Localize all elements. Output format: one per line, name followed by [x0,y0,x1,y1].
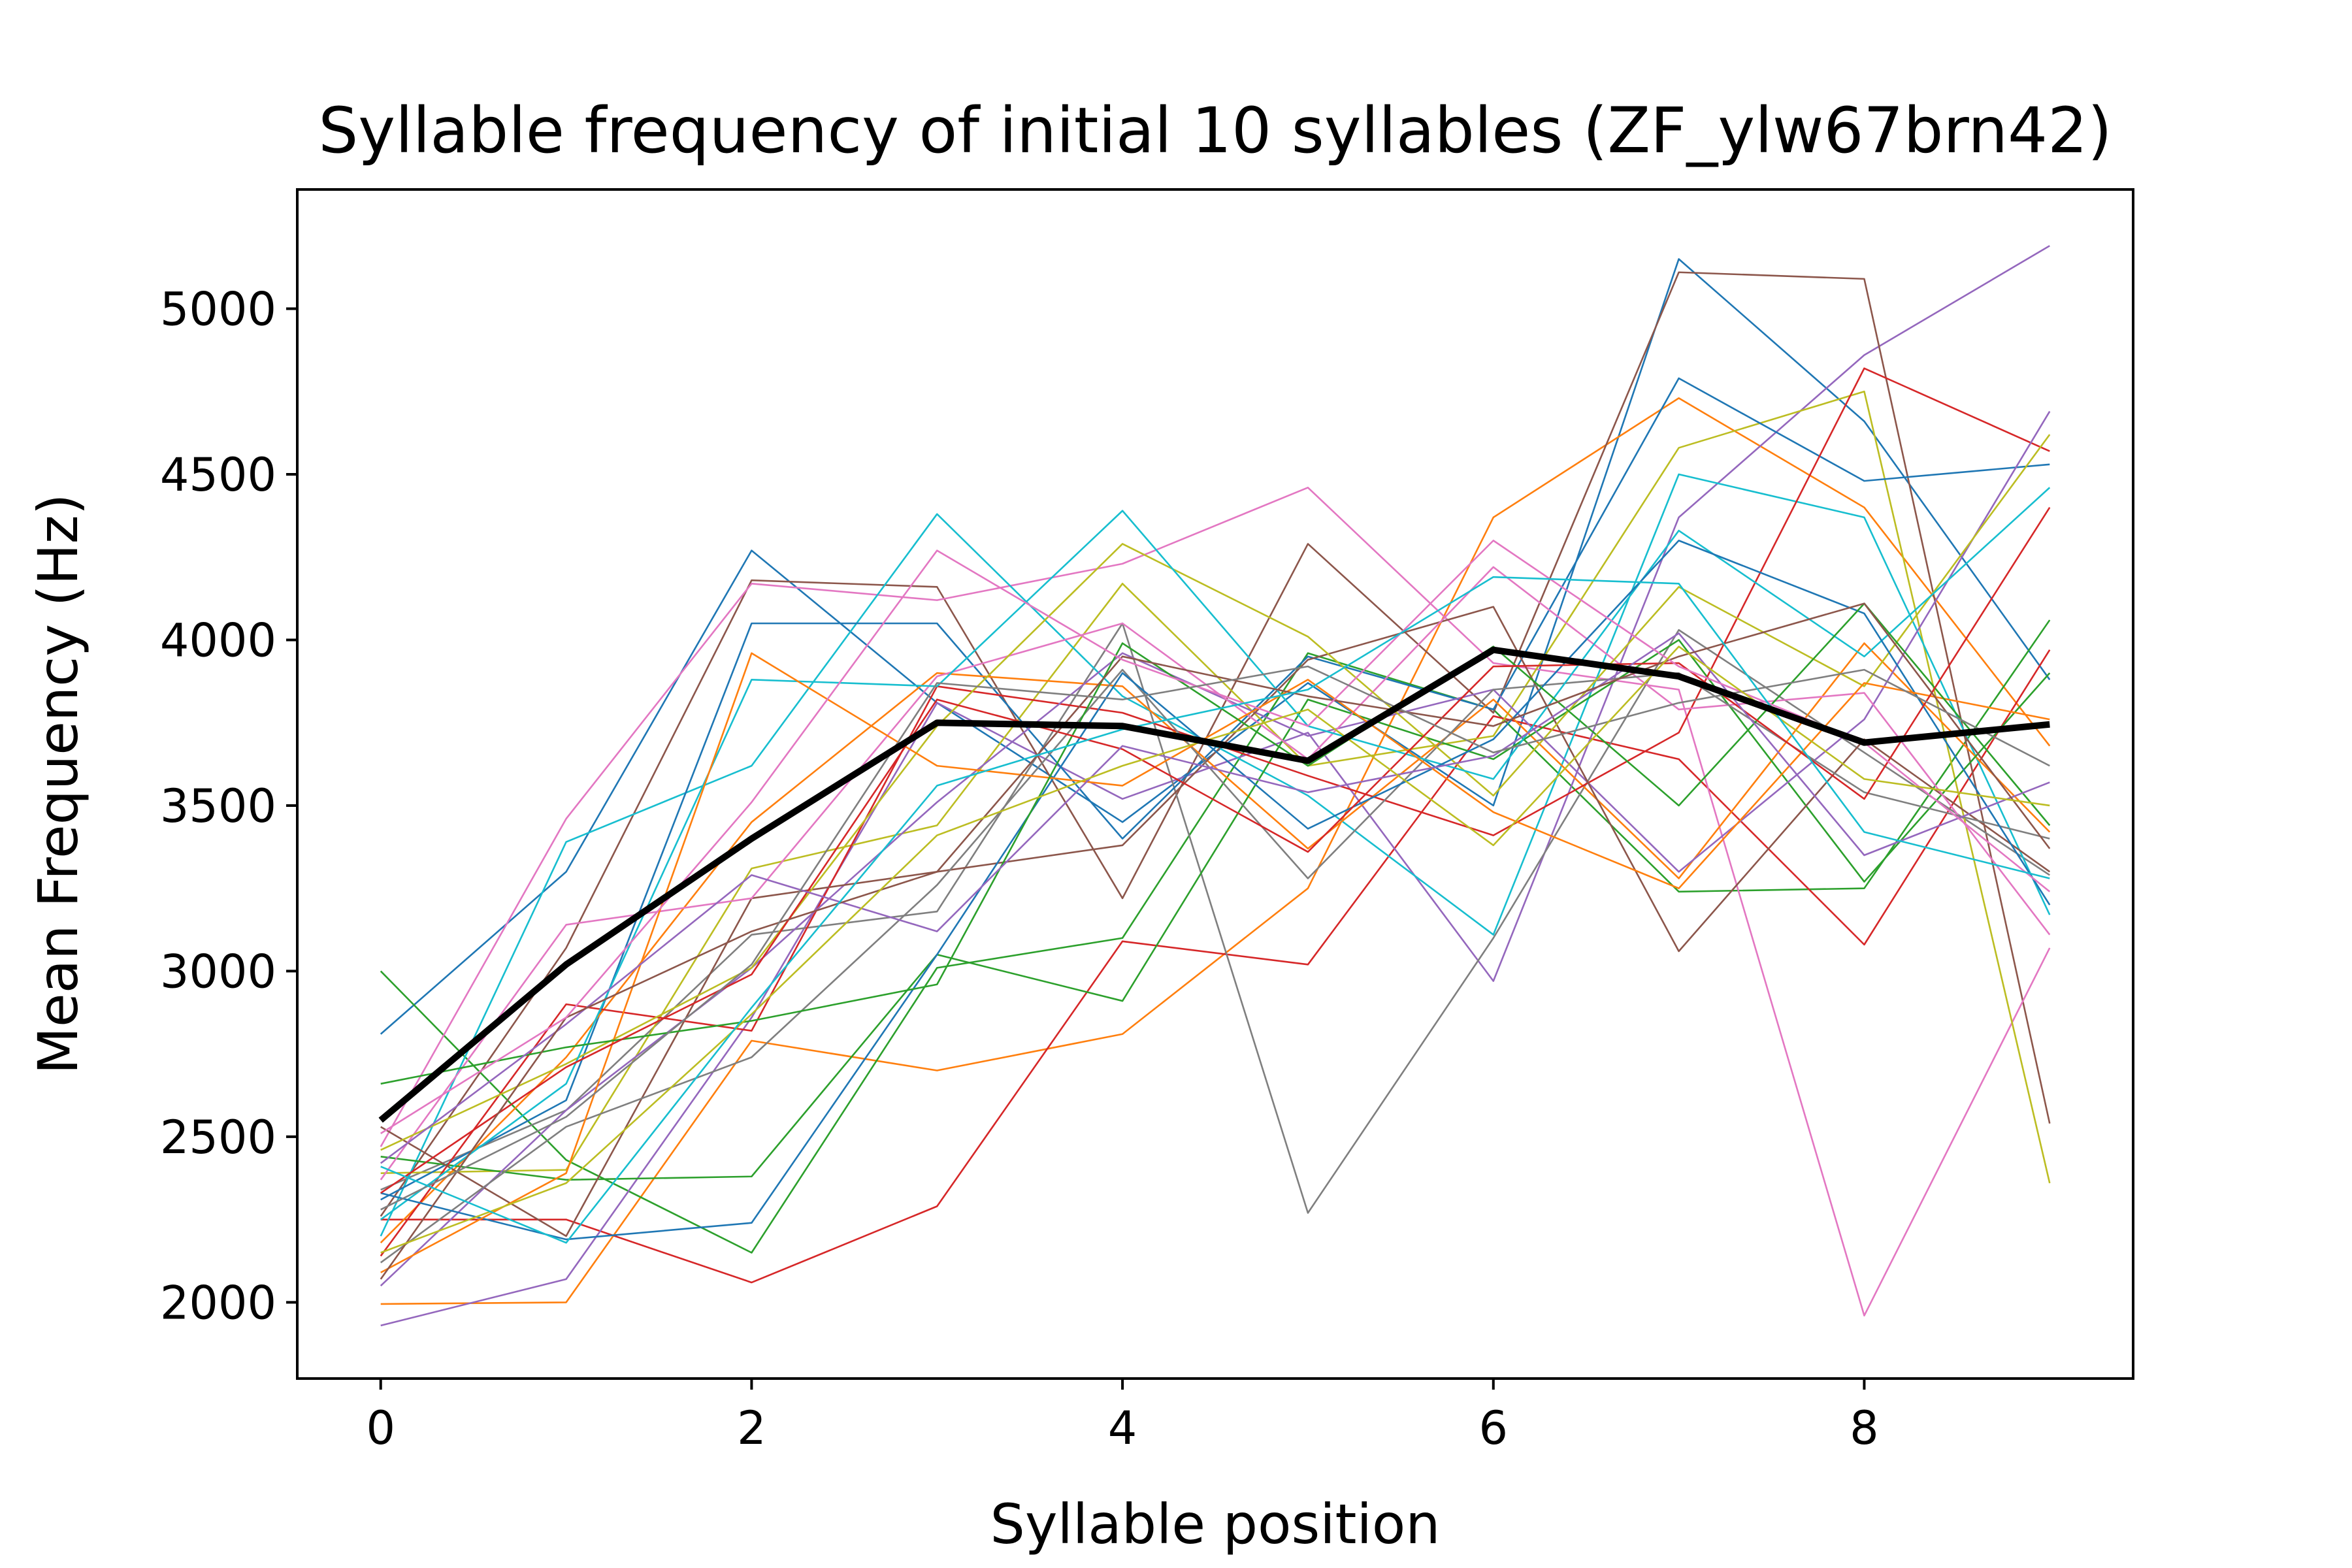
x-tick-label: 8 [1850,1401,1879,1455]
series-line-15 [380,606,2051,1237]
series-line-19 [380,487,2051,1220]
series-line-4 [380,245,2050,1327]
y-tick-label: 4500 [160,448,276,502]
series-line-2 [380,619,2051,1254]
plot-frame [296,188,2134,1380]
chart-title: Syllable frequency of initial 10 syllabl… [318,94,2112,167]
x-tick-label: 0 [366,1401,395,1455]
series-line-8 [380,390,2051,1184]
series-line-26 [380,540,2051,1134]
series-line-21 [380,652,2050,1273]
series-line-20 [380,540,2051,1241]
series-line-7 [380,622,2050,1214]
series-line-3 [380,649,2051,1284]
y-tick-label: 3000 [160,945,276,998]
series-line-27 [380,665,2050,1211]
y-tick-label: 2000 [160,1276,276,1330]
mean-line [378,646,2050,1123]
x-tick-label: 6 [1478,1401,1508,1455]
x-axis-label: Syllable position [990,1492,1441,1556]
series-line-14 [380,410,2051,1286]
mean-layer [378,646,2050,1123]
series-line-23 [380,506,2051,1194]
y-tick-label: 4000 [160,613,276,667]
y-axis: 2000 2500 3000 3500 4000 4500 5000 [160,283,297,1330]
series-line-1 [380,397,2051,1305]
y-tick-label: 2500 [160,1111,276,1164]
series-line-6 [380,486,2051,1316]
series-line-18 [380,434,2051,1151]
x-tick-label: 4 [1108,1401,1137,1455]
series-line-5 [380,271,2051,1217]
series-layer [380,245,2051,1327]
x-axis: 0 2 4 6 8 [366,1379,1879,1455]
series-line-10 [380,377,2050,1201]
series-line-16 [380,566,2051,1181]
series-line-12 [380,639,2051,1181]
y-tick-label: 3500 [160,779,276,833]
x-tick-label: 2 [737,1401,766,1455]
series-line-25 [380,602,2051,1280]
series-line-24 [380,632,2050,1164]
y-axis-label: Mean Frequency (Hz) [26,493,90,1074]
series-line-17 [380,668,2050,1264]
y-tick-label: 5000 [160,283,276,336]
